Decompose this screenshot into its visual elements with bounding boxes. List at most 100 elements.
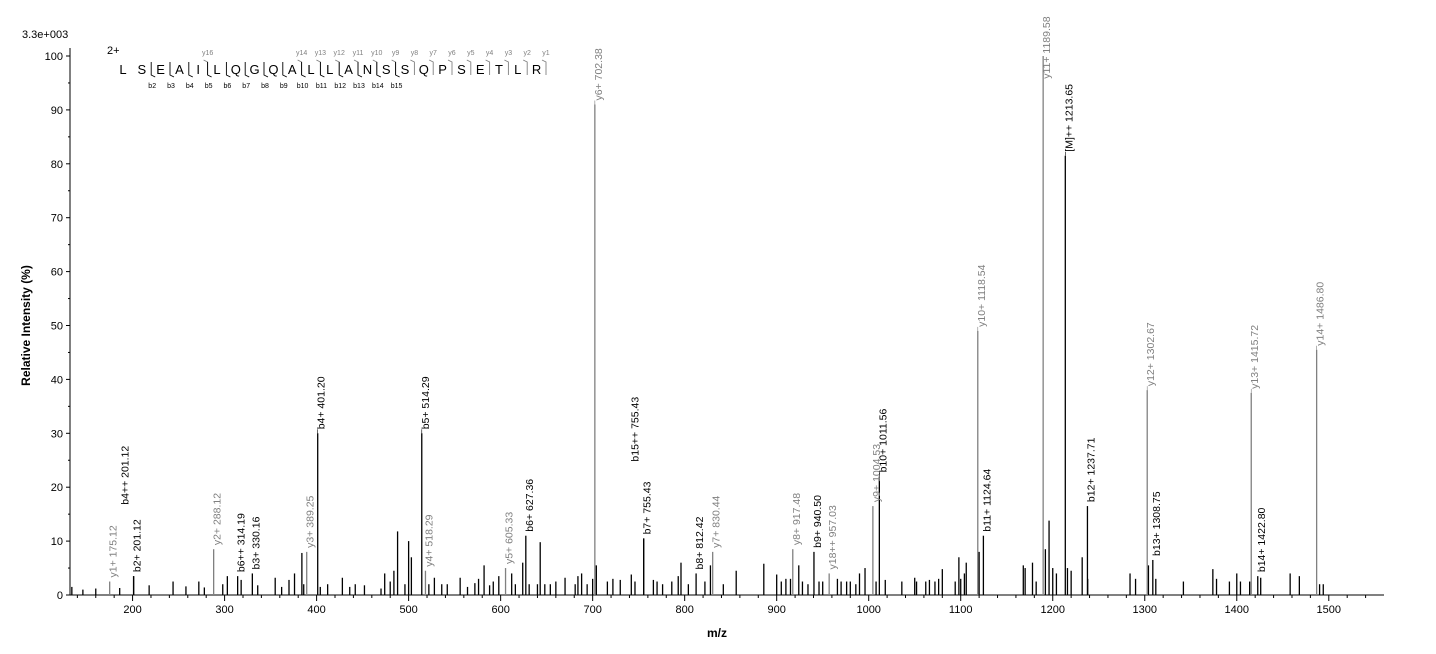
- x-tick-label: 800: [675, 604, 693, 616]
- peak-label: b12+ 1237.71: [1085, 437, 1097, 502]
- b-ion-marker: b12: [334, 83, 346, 90]
- b-ion-marker: b5: [205, 83, 213, 90]
- y-ion-marker: y2: [523, 50, 531, 57]
- y-tick-label: 30: [51, 428, 63, 440]
- residue: L: [213, 62, 220, 77]
- b-ion-marker: b15: [391, 83, 403, 90]
- peaks-layer: [71, 56, 1324, 595]
- b-ion-marker: b10: [297, 83, 309, 90]
- peak-label: b2+ 201.12: [132, 519, 144, 572]
- x-tick-label: 300: [215, 604, 233, 616]
- charge-label: 2+: [107, 45, 120, 57]
- x-tick-label: 1200: [1040, 604, 1064, 616]
- x-tick-label: 1300: [1133, 604, 1157, 616]
- y-tick-label: 40: [51, 374, 63, 386]
- peak-label: [M]++ 1213.65: [1063, 84, 1075, 152]
- peak-label: y13+ 1415.72: [1249, 325, 1261, 389]
- b-ion-bracket: [338, 62, 344, 78]
- peak-label: b7+ 755.43: [642, 481, 654, 534]
- peak-label: b10+ 1011.56: [877, 409, 889, 473]
- y-ion-bracket: [485, 59, 491, 75]
- peak-label: y4+ 518.29: [423, 514, 435, 566]
- peak-label: b6++ 314.19: [236, 513, 248, 572]
- y-ion-bracket: [447, 59, 453, 75]
- y-ion-bracket: [334, 59, 340, 75]
- x-tick-label: 600: [491, 604, 509, 616]
- y-axis-title: Relative Intensity (%): [19, 265, 33, 386]
- peak-label: b13+ 1308.75: [1151, 491, 1163, 556]
- residue: S: [137, 62, 146, 77]
- b-ion-marker: b13: [353, 83, 365, 90]
- b-ion-marker: b11: [316, 83, 327, 90]
- peak-labels-layer: y1+ 175.12 b2+ 201.12 b4++ 201.12 y2+ 288.1…: [108, 16, 1327, 577]
- y-ion-bracket: [391, 59, 397, 75]
- peak-label: y18++ 957.03: [827, 505, 839, 569]
- y-ion-marker: y4: [486, 50, 494, 57]
- residue: Q: [231, 62, 241, 77]
- b-ion-bracket: [301, 62, 306, 78]
- b-ion-bracket: [150, 62, 156, 78]
- x-tick-label: 1500: [1317, 604, 1341, 616]
- y-ion-bracket: [353, 59, 359, 75]
- y-tick-label: 90: [51, 105, 63, 117]
- residue: R: [532, 62, 541, 77]
- b-ion-bracket: [376, 62, 382, 78]
- peak-label: b8+ 812.42: [694, 516, 706, 569]
- residue: S: [457, 62, 466, 77]
- peak-label: b4+ 401.20: [316, 376, 328, 429]
- b-ion-marker: b4: [186, 83, 194, 90]
- y-ion-marker: y14: [296, 50, 307, 57]
- peak-label: y14+ 1486.80: [1315, 282, 1327, 346]
- b-ion-marker: b14: [372, 83, 384, 90]
- b-ion-bracket: [207, 62, 212, 78]
- b-ion-bracket: [244, 62, 250, 78]
- intensity-scale-label: 3.3e+003: [22, 29, 68, 41]
- y-ion-bracket: [203, 59, 209, 75]
- residue: A: [288, 62, 297, 77]
- residue: E: [476, 62, 485, 77]
- peak-label: y11+ 1189.58: [1041, 16, 1053, 79]
- residue: I: [196, 62, 200, 77]
- b-ion-marker: b3: [167, 83, 175, 90]
- peak-label: b6+ 627.36: [524, 479, 536, 532]
- b-ion-bracket: [263, 62, 269, 78]
- peak-label: y5+ 605.33: [504, 512, 516, 564]
- residue: P: [438, 62, 447, 77]
- peak-label: b15++ 755.43: [630, 397, 642, 462]
- x-tick-label: 1400: [1225, 604, 1249, 616]
- y-ion-marker: y6: [448, 50, 456, 57]
- y-ion-bracket: [522, 59, 528, 75]
- residue: Q: [419, 62, 429, 77]
- residue: G: [250, 62, 260, 77]
- residue: L: [514, 62, 521, 77]
- b-ion-marker: b6: [224, 83, 232, 90]
- b-ion-bracket: [282, 62, 288, 78]
- b-ion-bracket: [225, 62, 231, 78]
- b-ion-bracket: [395, 62, 400, 78]
- peak-label: y3+ 389.25: [305, 495, 317, 547]
- peak-label: y10+ 1118.54: [976, 264, 988, 327]
- peak-label: y9+ 1004.53: [871, 444, 883, 502]
- peak-label: b11+ 1124.64: [981, 469, 993, 532]
- b-ion-marker: b2: [148, 83, 156, 90]
- y-ion-marker: y10: [371, 50, 382, 57]
- peak-label: y7+ 830.44: [711, 495, 723, 547]
- y-tick-label: 50: [51, 321, 63, 333]
- y-ion-bracket: [410, 59, 415, 75]
- y-ion-marker: y7: [429, 50, 437, 57]
- y-tick-label: 80: [51, 159, 63, 171]
- peak-label: y2+ 288.12: [212, 493, 224, 545]
- residue: L: [119, 62, 126, 77]
- y-ion-marker: y1: [542, 50, 550, 57]
- b-ion-marker: b9: [280, 83, 288, 90]
- y-tick-label: 20: [51, 482, 63, 494]
- x-tick-label: 1000: [856, 604, 880, 616]
- x-axis-title: m/z: [707, 626, 727, 640]
- y-tick-label: 10: [51, 536, 63, 548]
- peak-label: b14+ 1422.80: [1256, 507, 1268, 572]
- b-ion-marker: b7: [242, 83, 250, 90]
- y-ion-bracket: [504, 59, 509, 75]
- peak-label: b9+ 940.50: [812, 495, 824, 548]
- peak-label: y12+ 1302.67: [1145, 322, 1157, 386]
- peak-label: y8+ 917.48: [791, 493, 803, 545]
